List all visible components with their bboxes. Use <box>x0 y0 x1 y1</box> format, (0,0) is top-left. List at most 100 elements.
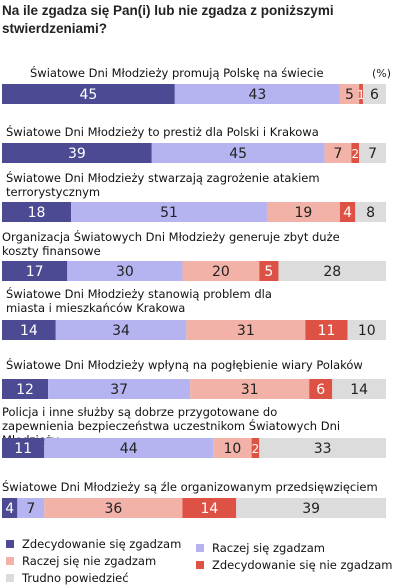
data-label: 1 <box>357 88 365 102</box>
legend-label: Zdecydowanie się nie zgadzam <box>212 558 393 572</box>
data-label: 6 <box>316 382 325 398</box>
data-label: 7 <box>368 146 377 162</box>
data-label: 45 <box>229 146 247 162</box>
data-label: 30 <box>116 264 134 280</box>
category-label: Światowe Dni Młodzieży są źle organizowa… <box>2 479 378 494</box>
data-label: 45 <box>79 87 97 103</box>
data-label: 31 <box>237 323 255 339</box>
bar-segment <box>182 498 237 518</box>
category-label: Światowe Dni Młodzieży promują Polskę na… <box>30 65 324 80</box>
category-label: Światowe Dni Młodzieży stwarzają zagroże… <box>6 170 320 185</box>
bar-segment <box>351 143 360 163</box>
bar-segment <box>213 438 252 458</box>
bar-segment <box>251 438 260 458</box>
legend-item-raczej-zgadzam: Raczej się zgadzam <box>196 541 325 555</box>
data-label: 17 <box>26 264 44 280</box>
legend-item-raczej-nie-zgadzam: Raczej się nie zgadzam <box>6 554 156 568</box>
chart-title: Na ile zgadza się Pan(i) lub nie zgadza … <box>2 3 334 36</box>
bar-segment <box>174 84 340 104</box>
data-label: 43 <box>248 87 266 103</box>
data-label: 37 <box>110 382 128 398</box>
data-label: 39 <box>302 501 320 517</box>
bar-segment <box>182 261 260 281</box>
legend-item-zdecydowanie-nie-zgadzam: Zdecydowanie się nie zgadzam <box>196 558 393 572</box>
data-label: 2 <box>252 442 260 456</box>
data-label: 5 <box>264 264 273 280</box>
legend-swatch <box>6 540 14 548</box>
bar-segment <box>355 202 386 222</box>
data-label: 33 <box>314 441 332 457</box>
bar-segment <box>339 84 360 104</box>
data-label: 6 <box>370 87 379 103</box>
bar-segment <box>67 261 183 281</box>
bar-segment <box>347 320 386 340</box>
bar-segment <box>190 379 310 399</box>
data-label: 31 <box>241 382 259 398</box>
data-label: 19 <box>295 205 313 221</box>
category-label: koszty finansowe <box>2 244 101 258</box>
bar-segment <box>151 143 325 163</box>
legend-item-zdecydowanie-zgadzam: Zdecydowanie się zgadzam <box>6 537 181 551</box>
legend-label: Trudno powiedzieć <box>22 571 129 585</box>
legend-swatch <box>196 561 204 569</box>
data-label: 4 <box>343 205 352 221</box>
legend-label: Zdecydowanie się zgadzam <box>22 537 182 551</box>
data-label: 51 <box>160 205 178 221</box>
unit-label: (%) <box>372 67 391 80</box>
data-label: 39 <box>68 146 86 162</box>
category-label: Policja i inne służby są dobrze przygoto… <box>2 405 277 419</box>
category-label: Organizacja Światowych Dni Młodzieży gen… <box>2 229 340 244</box>
data-label: 7 <box>334 146 343 162</box>
bar-segment <box>48 379 191 399</box>
data-label: 2 <box>351 147 359 161</box>
data-label: 36 <box>104 501 122 517</box>
category-label: Światowe Dni Młodzieży to prestiż dla Po… <box>6 124 319 139</box>
category-label: terrorystycznym <box>6 185 100 199</box>
data-label: 20 <box>212 264 230 280</box>
data-label: 8 <box>366 205 375 221</box>
data-label: 14 <box>350 382 368 398</box>
bar-segment <box>259 438 386 458</box>
bar-segment <box>2 320 56 340</box>
bar-segment <box>2 84 175 104</box>
bar-segment <box>266 202 340 222</box>
bar-segment <box>2 202 72 222</box>
legend-label: Raczej się zgadzam <box>212 541 325 555</box>
data-label: 5 <box>345 87 354 103</box>
bar-segment <box>278 261 386 281</box>
legend-label: Raczej się nie zgadzam <box>22 554 157 568</box>
data-label: 44 <box>120 441 138 457</box>
category-label: Światowe Dni Młodzieży wpłyną na pogłębi… <box>6 357 363 372</box>
bar-segment <box>236 498 386 518</box>
legend-swatch <box>196 544 204 552</box>
bar-segment <box>2 261 68 281</box>
legend-swatch <box>6 557 14 565</box>
legend-item-trudno-powiedziec: Trudno powiedzieć <box>6 571 129 585</box>
bar-segment <box>309 379 333 399</box>
bar-segment <box>2 498 18 518</box>
category-label: zapewnienia bezpieczeństwa uczestnikom Ś… <box>2 418 340 433</box>
bar-segment <box>44 438 214 458</box>
data-label: 4 <box>5 501 14 517</box>
data-label: 7 <box>26 501 35 517</box>
bar-segment <box>359 84 363 104</box>
data-label: 28 <box>323 264 341 280</box>
bar-segment <box>71 202 267 222</box>
bar-segment <box>305 320 348 340</box>
data-label: 12 <box>16 382 34 398</box>
data-label: 11 <box>318 323 336 339</box>
bar-segment <box>324 143 352 163</box>
bar-segment <box>17 498 45 518</box>
bar-segment <box>44 498 183 518</box>
data-label: 10 <box>223 441 241 457</box>
data-label: 10 <box>358 323 376 339</box>
bar-segment <box>2 379 49 399</box>
bar-segment <box>259 261 279 281</box>
bar-segment <box>332 379 386 399</box>
bar-segment <box>359 143 386 163</box>
data-label: 34 <box>112 323 130 339</box>
data-label: 14 <box>20 323 38 339</box>
legend-swatch <box>6 574 14 582</box>
bar-segment <box>186 320 306 340</box>
